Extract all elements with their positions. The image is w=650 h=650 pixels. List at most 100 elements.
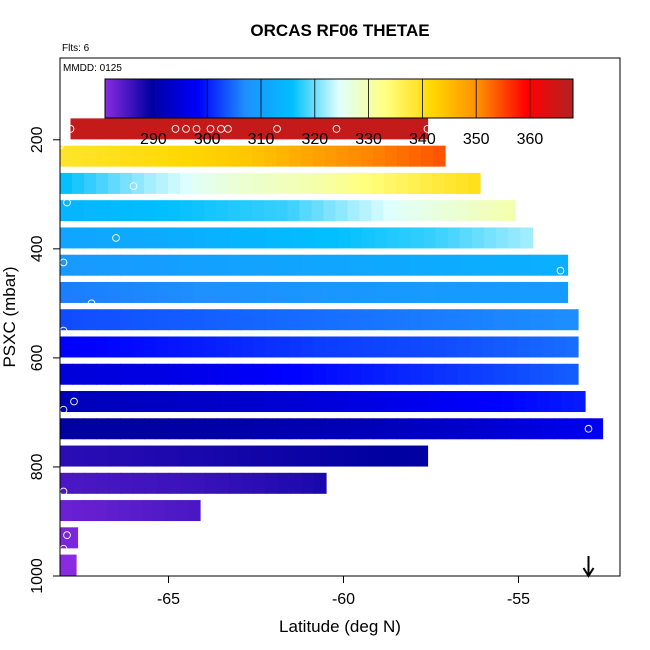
heat-cell bbox=[241, 281, 254, 303]
heat-cell bbox=[362, 281, 375, 303]
heat-cell bbox=[289, 472, 303, 494]
heat-cell bbox=[96, 472, 109, 494]
heat-cell bbox=[154, 445, 168, 467]
heat-cell bbox=[60, 281, 73, 303]
heat-cell bbox=[192, 309, 206, 331]
heat-cell bbox=[120, 227, 134, 249]
heat-cell bbox=[120, 472, 134, 494]
date-note: MMDD: 0125 bbox=[63, 63, 122, 74]
heat-cell bbox=[180, 309, 194, 331]
heat-cell bbox=[168, 172, 181, 194]
heat-cell bbox=[278, 227, 291, 249]
data-point bbox=[224, 125, 232, 133]
heat-cell bbox=[420, 145, 434, 167]
heat-cell bbox=[120, 254, 134, 276]
heat-cell bbox=[229, 472, 242, 494]
heat-cell bbox=[72, 336, 85, 358]
heat-cell bbox=[178, 445, 192, 467]
heat-cell bbox=[529, 336, 543, 358]
heat-cell bbox=[227, 391, 240, 413]
heat-cell bbox=[565, 363, 579, 385]
heat-cell bbox=[72, 309, 85, 331]
heat-cell bbox=[286, 391, 300, 413]
heat-cell bbox=[459, 227, 473, 249]
heat-cell bbox=[108, 309, 121, 331]
heat-cell bbox=[190, 445, 203, 467]
heat-cell bbox=[300, 336, 314, 358]
heat-cell bbox=[60, 309, 73, 331]
heat-cell bbox=[420, 172, 433, 194]
heat-cell bbox=[391, 118, 405, 140]
heat-cell bbox=[298, 391, 312, 413]
heat-cell bbox=[177, 118, 191, 140]
heat-cell bbox=[84, 145, 97, 167]
heat-cell bbox=[95, 391, 109, 413]
heat-cell bbox=[385, 418, 399, 440]
heat-cell bbox=[465, 391, 479, 413]
heat-cell bbox=[204, 309, 218, 331]
heat-cell bbox=[477, 391, 491, 413]
heat-cell bbox=[471, 227, 485, 249]
heat-cell bbox=[491, 200, 504, 222]
heat-cell bbox=[273, 445, 286, 467]
heat-cell bbox=[120, 418, 133, 440]
heat-cell bbox=[543, 281, 557, 303]
heat-cell bbox=[265, 472, 279, 494]
heat-cell bbox=[205, 254, 218, 276]
heat-cell bbox=[144, 472, 158, 494]
heat-cell bbox=[277, 418, 290, 440]
heat-cell bbox=[119, 445, 132, 467]
heat-cell bbox=[313, 254, 327, 276]
heat-cell bbox=[118, 118, 131, 140]
heat-cell bbox=[555, 254, 569, 276]
heat-cell bbox=[325, 336, 338, 358]
heat-cell bbox=[308, 118, 321, 140]
heat-cell bbox=[417, 391, 431, 413]
heat-cell bbox=[168, 145, 181, 167]
heat-cell bbox=[240, 172, 253, 194]
chart-title: ORCAS RF06 THETAE bbox=[250, 21, 429, 40]
heat-cell bbox=[313, 418, 326, 440]
heat-cell bbox=[590, 418, 604, 440]
heat-cell bbox=[144, 281, 158, 303]
heat-cell bbox=[204, 363, 218, 385]
heat-cell bbox=[168, 418, 182, 440]
heat-cell bbox=[262, 391, 276, 413]
heat-cell bbox=[132, 281, 146, 303]
heat-cell bbox=[264, 418, 278, 440]
heat-cell bbox=[360, 172, 373, 194]
heat-cell bbox=[314, 227, 328, 249]
heat-cell bbox=[60, 500, 73, 522]
heat-cell bbox=[312, 336, 326, 358]
heat-cell bbox=[193, 227, 206, 249]
heat-cell bbox=[554, 418, 567, 440]
heat-cell bbox=[398, 281, 412, 303]
heat-cell bbox=[228, 363, 242, 385]
heat-cell bbox=[397, 363, 410, 385]
heat-cell bbox=[415, 118, 429, 140]
heat-cell bbox=[349, 418, 362, 440]
heat-cell bbox=[205, 227, 219, 249]
heat-cell bbox=[394, 391, 407, 413]
heat-cell bbox=[276, 145, 290, 167]
heat-cell bbox=[216, 172, 229, 194]
data-point bbox=[87, 299, 96, 308]
heat-cell bbox=[205, 472, 218, 494]
heat-cell bbox=[264, 172, 277, 194]
heat-cell bbox=[541, 309, 555, 331]
heat-cell bbox=[156, 363, 170, 385]
heat-cell bbox=[433, 418, 447, 440]
heat-cell bbox=[72, 254, 85, 276]
heat-cell bbox=[453, 391, 467, 413]
heat-cell bbox=[356, 118, 369, 140]
heat-cell bbox=[252, 172, 265, 194]
heat-cell bbox=[301, 418, 314, 440]
heat-cell bbox=[346, 391, 359, 413]
heat-cell bbox=[495, 281, 508, 303]
heat-cell bbox=[525, 391, 538, 413]
heat-cell bbox=[72, 281, 85, 303]
heat-cell bbox=[132, 227, 146, 249]
heat-cell bbox=[167, 200, 181, 222]
heat-cell bbox=[265, 227, 279, 249]
heat-cell bbox=[72, 227, 85, 249]
